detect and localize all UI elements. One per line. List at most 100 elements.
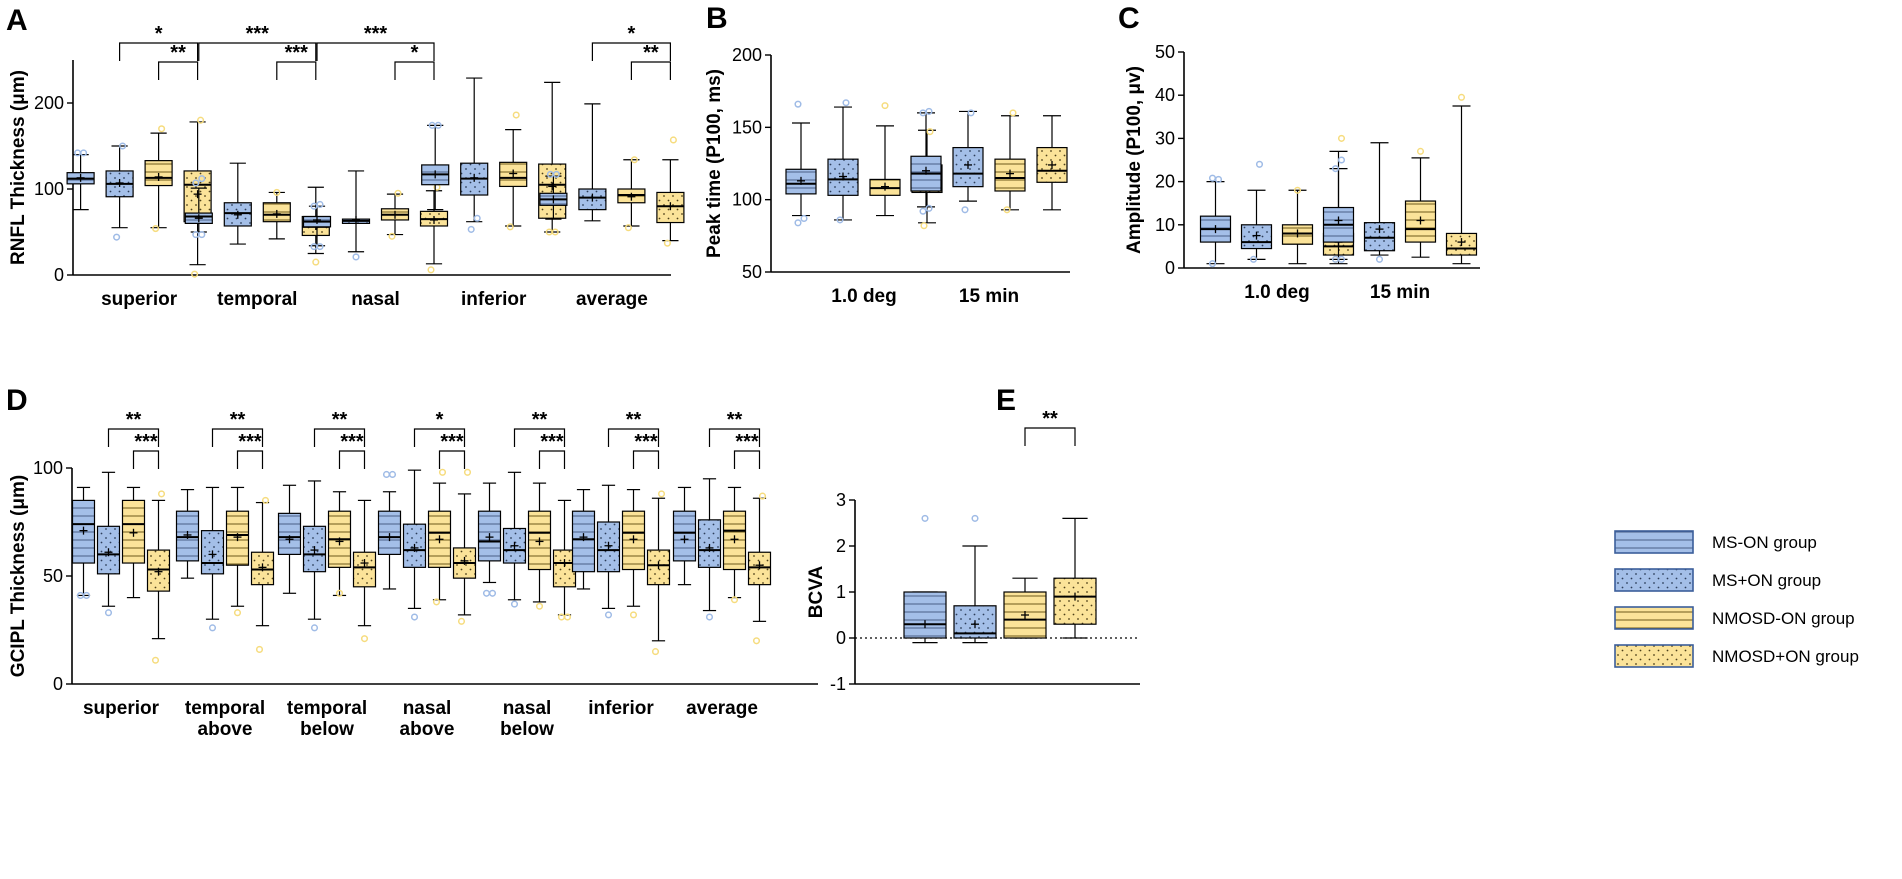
x-category-label: temporal above bbox=[185, 698, 265, 740]
outlier-point bbox=[506, 223, 514, 231]
bracket-line bbox=[316, 42, 435, 61]
significance-label: *** bbox=[364, 23, 388, 45]
box-d-g0-4 bbox=[146, 490, 171, 664]
box-a-g2-2 bbox=[341, 170, 371, 261]
box-c-g1-4 bbox=[1445, 93, 1478, 265]
outlier-point bbox=[1337, 156, 1346, 164]
box-c-g0-1 bbox=[1199, 174, 1232, 268]
box-a-g3-1 bbox=[421, 121, 450, 211]
iqr-box bbox=[538, 163, 567, 219]
y-tick-label: 0 bbox=[836, 628, 846, 648]
outlier-point bbox=[919, 207, 927, 215]
outlier-point bbox=[752, 637, 761, 645]
outlier-point bbox=[881, 102, 889, 110]
y-axis-label: Peak time (P100, ms) bbox=[704, 69, 725, 258]
box-b-g1-1 bbox=[910, 107, 942, 215]
bracket-line bbox=[338, 450, 366, 469]
legend-swatch bbox=[1614, 530, 1694, 554]
iqr-box bbox=[571, 510, 596, 573]
outlier-point bbox=[800, 214, 808, 223]
box-d-g2-1 bbox=[277, 484, 302, 594]
outlier-point bbox=[630, 156, 638, 164]
significance-label: ** bbox=[727, 409, 743, 431]
y-tick-label: 0 bbox=[1165, 258, 1175, 278]
significance-label: *** bbox=[735, 431, 759, 453]
legend-item: NMOSD-ON group bbox=[1614, 606, 1855, 630]
y-tick-label: 0 bbox=[53, 674, 63, 694]
outlier-point bbox=[1208, 174, 1217, 182]
bracket-line bbox=[708, 428, 761, 447]
box-a-g2-1 bbox=[302, 200, 332, 251]
box-d-g5-2 bbox=[596, 484, 621, 619]
bracket-line bbox=[236, 450, 264, 469]
significance-label: ** bbox=[626, 409, 642, 431]
outlier-point bbox=[1293, 186, 1302, 194]
outlier-point bbox=[488, 589, 497, 597]
significance-label: *** bbox=[540, 431, 564, 453]
panel-letter: C bbox=[1118, 2, 1140, 35]
bracket-line bbox=[607, 428, 660, 447]
box-a-g3-2 bbox=[460, 77, 489, 233]
significance-label: * bbox=[436, 409, 444, 431]
outlier-point bbox=[1255, 160, 1264, 168]
significance-bracket: *** bbox=[276, 42, 317, 80]
outlier-point bbox=[427, 266, 435, 274]
significance-bracket: ** bbox=[158, 42, 199, 80]
bracket-line bbox=[394, 61, 435, 80]
box-d-g1-2 bbox=[200, 486, 225, 632]
legend-label: MS-ON group bbox=[1712, 533, 1817, 552]
outlier-point bbox=[925, 107, 933, 115]
box-c-g1-2 bbox=[1363, 142, 1396, 263]
significance-bracket: * bbox=[119, 23, 199, 61]
outlier-point bbox=[335, 589, 344, 597]
outlier-point bbox=[1457, 93, 1466, 101]
outlier-point bbox=[152, 225, 160, 233]
outlier-point bbox=[925, 204, 933, 212]
outlier-point bbox=[629, 611, 638, 619]
legend-swatch bbox=[1614, 606, 1694, 630]
outlier-point bbox=[80, 149, 88, 157]
x-category-label: inferior bbox=[461, 289, 527, 310]
significance-label: ** bbox=[170, 42, 186, 64]
significance-bracket: * bbox=[591, 23, 671, 61]
y-tick-label: 0 bbox=[54, 265, 64, 285]
box-d-g3-2 bbox=[402, 469, 427, 621]
outlier-point bbox=[663, 239, 671, 247]
outlier-point bbox=[1416, 147, 1425, 155]
outlier-point bbox=[388, 232, 396, 240]
box-c-g1-1 bbox=[1322, 156, 1355, 263]
box-d-g0-3 bbox=[121, 486, 146, 599]
outlier-point bbox=[535, 602, 544, 610]
outlier-point bbox=[1375, 255, 1384, 263]
box-b-g1-4 bbox=[1036, 115, 1068, 211]
outlier-point bbox=[1003, 206, 1011, 214]
outlier-point bbox=[482, 589, 491, 597]
outlier-point bbox=[255, 645, 264, 653]
outlier-point bbox=[1009, 109, 1017, 117]
outlier-point bbox=[758, 492, 767, 500]
box-e-g0-2 bbox=[953, 514, 997, 644]
box-a-g0-1 bbox=[66, 149, 95, 211]
panel-b: B 50 100 150 200 Peak time (P100, ms) 1.0 deg 1… bbox=[704, 2, 1070, 307]
significance-label: ** bbox=[230, 409, 246, 431]
bracket-line bbox=[591, 42, 671, 61]
bracket-line bbox=[198, 42, 317, 61]
significance-bracket: *** bbox=[438, 431, 466, 469]
significance-label: ** bbox=[532, 409, 548, 431]
significance-bracket: ** bbox=[1024, 408, 1076, 446]
outlier-point bbox=[967, 109, 975, 117]
legend-swatch bbox=[1614, 568, 1694, 592]
y-tick-label: 150 bbox=[732, 117, 762, 137]
x-category-label: nasal above bbox=[400, 698, 455, 740]
y-axis-label: RNFL Thickness (μm) bbox=[8, 70, 29, 265]
bracket-line bbox=[276, 61, 317, 80]
significance-bracket: *** bbox=[316, 23, 435, 61]
outlier-point bbox=[842, 99, 850, 107]
y-tick-label: 50 bbox=[742, 262, 762, 282]
outlier-point bbox=[113, 233, 121, 241]
box-d-g3-4 bbox=[452, 468, 477, 625]
box-a-g1-3 bbox=[262, 188, 291, 240]
outlier-point bbox=[920, 222, 928, 230]
y-tick-label: 2 bbox=[836, 536, 846, 556]
